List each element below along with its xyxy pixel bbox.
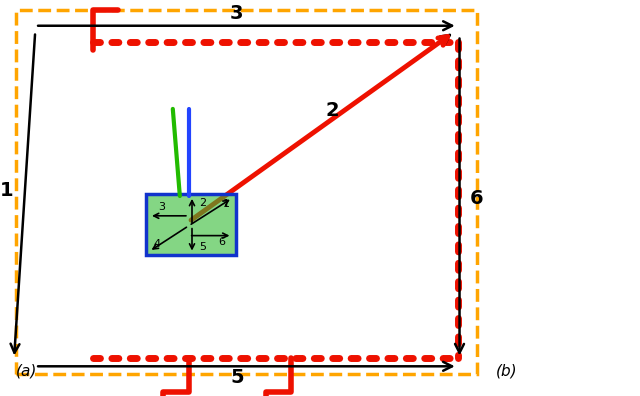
Text: 4: 4 <box>154 238 161 249</box>
Bar <box>146 194 236 255</box>
Text: 5: 5 <box>200 242 206 252</box>
Text: 1: 1 <box>0 181 13 200</box>
Text: 3: 3 <box>230 4 244 23</box>
Text: (a): (a) <box>16 363 37 378</box>
Text: 1: 1 <box>223 199 229 209</box>
Text: (b): (b) <box>496 363 518 378</box>
Text: 5: 5 <box>230 368 244 387</box>
Text: 6: 6 <box>470 188 484 208</box>
Bar <box>146 194 236 255</box>
Text: 2: 2 <box>326 101 340 120</box>
Text: 3: 3 <box>159 202 165 212</box>
Text: 6: 6 <box>218 237 225 248</box>
Bar <box>16 10 477 374</box>
Text: 2: 2 <box>199 198 207 208</box>
